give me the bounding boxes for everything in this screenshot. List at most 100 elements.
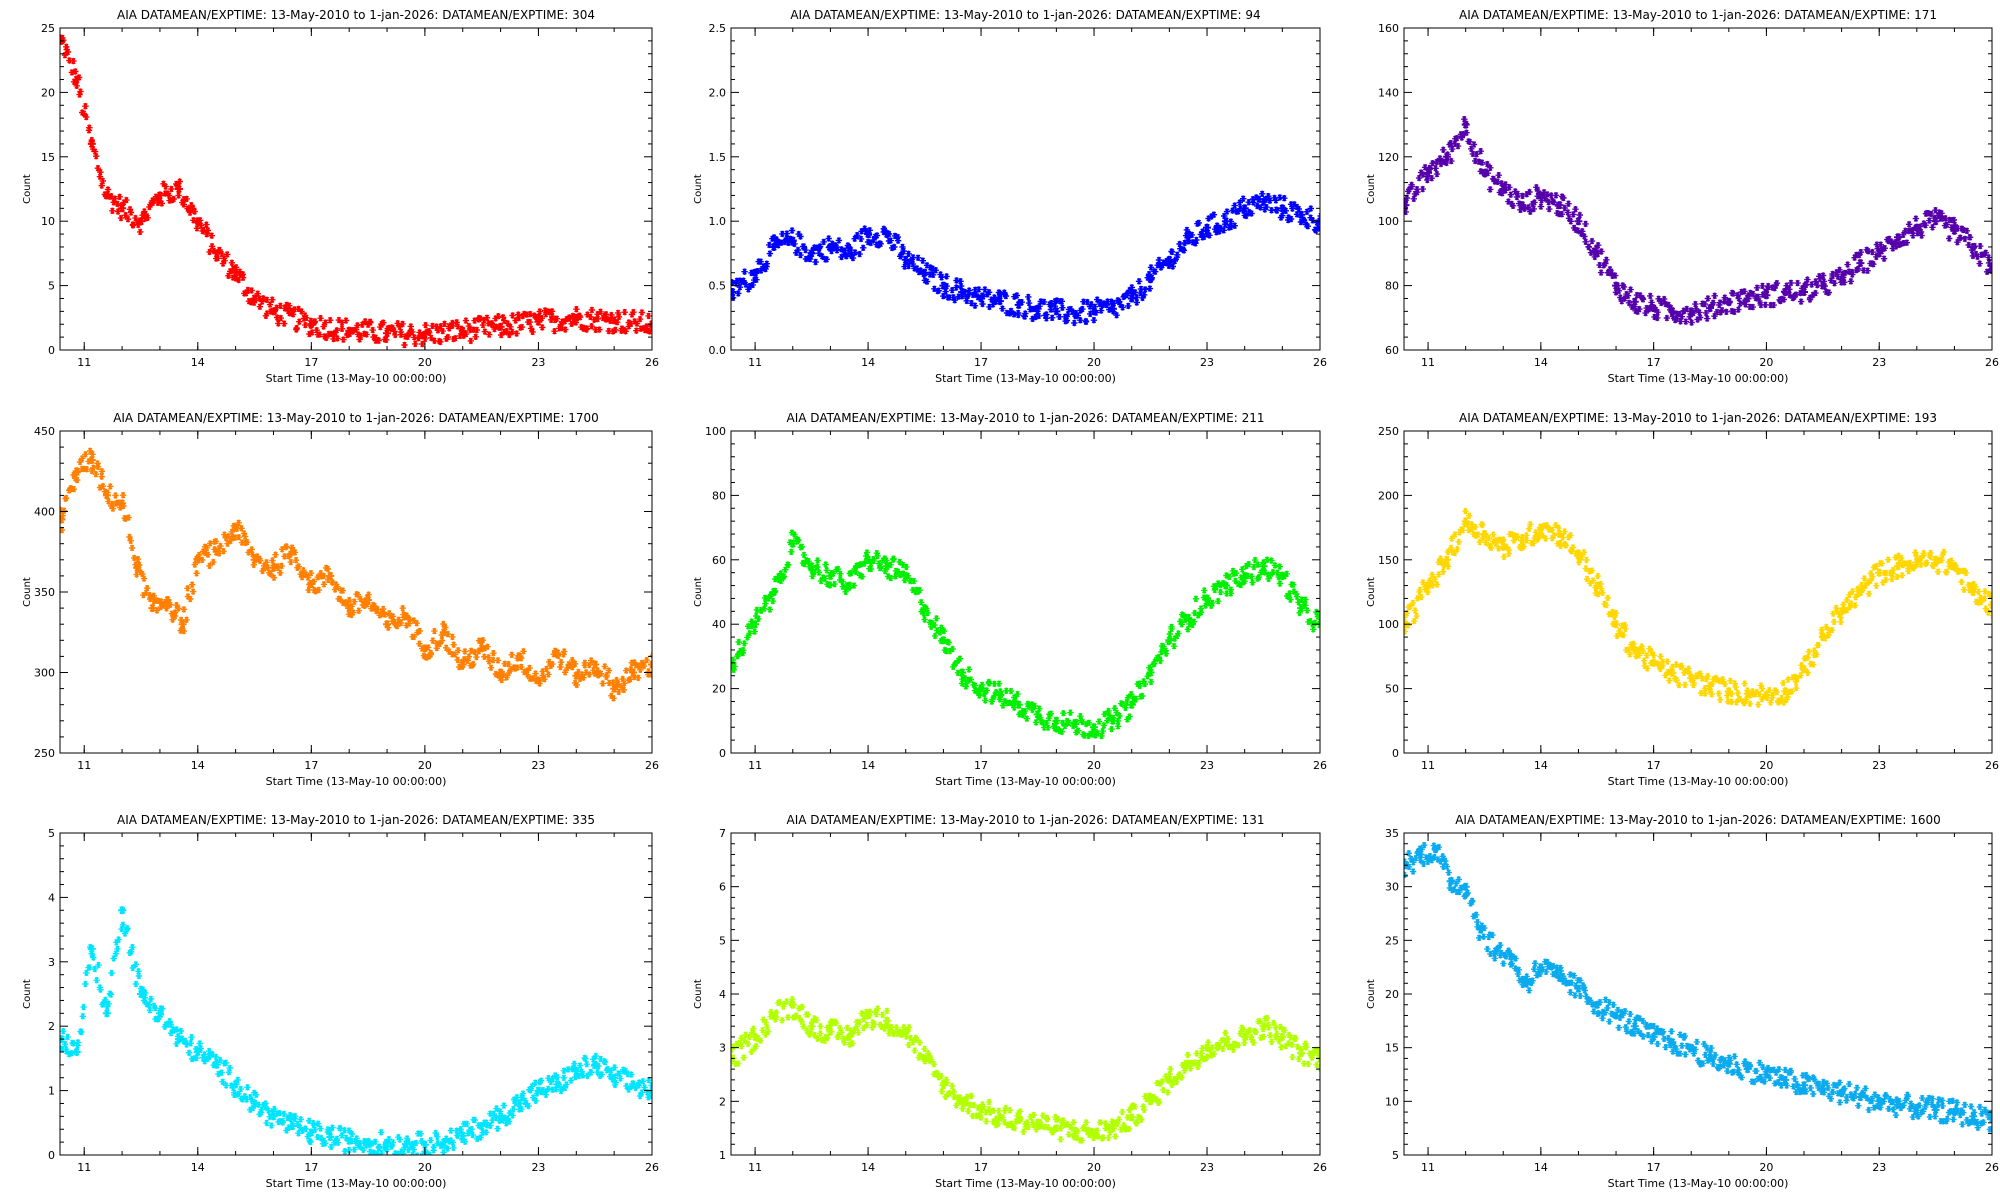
data-point (1240, 204, 1249, 213)
chart-title: AIA DATAMEAN/EXPTIME: 13-May-2010 to 1-j… (1459, 411, 1937, 425)
x-axis-label: Start Time (13-May-10 00:00:00) (935, 372, 1116, 385)
data-point (1221, 581, 1230, 590)
data-point (807, 249, 816, 258)
x-tick-label: 14 (1534, 759, 1548, 772)
scatter-points (731, 996, 1320, 1144)
data-point (939, 281, 948, 290)
data-point (534, 1086, 543, 1095)
data-point (1014, 1116, 1023, 1125)
data-point (178, 620, 187, 629)
y-axis-label: Count (693, 577, 704, 607)
plot-frame (1403, 430, 1993, 754)
data-point (1574, 217, 1583, 226)
y-tick-label: 2 (719, 1095, 726, 1108)
plot-frame (59, 832, 653, 1156)
x-tick-label: 23 (531, 356, 545, 369)
data-point (288, 1122, 297, 1131)
data-point (1416, 850, 1425, 859)
y-tick-label: 0.0 (709, 344, 727, 357)
data-point (1052, 1124, 1061, 1133)
y-tick-label: 40 (712, 618, 726, 631)
data-point (995, 1113, 1004, 1122)
data-series (1404, 508, 1992, 708)
x-tick-label: 20 (418, 1161, 432, 1174)
data-point (1033, 1118, 1042, 1127)
chart-title: AIA DATAMEAN/EXPTIME: 13-May-2010 to 1-j… (790, 8, 1260, 22)
x-tick-label: 26 (1985, 356, 1999, 369)
data-point (1818, 633, 1827, 642)
data-point (572, 313, 581, 322)
data-point (882, 562, 891, 571)
data-point (769, 242, 778, 251)
y-axis-label: Count (1366, 174, 1377, 204)
chart-panel: AIA DATAMEAN/EXPTIME: 13-May-2010 to 1-j… (1366, 411, 1999, 788)
y-tick-label: 300 (34, 667, 55, 680)
data-point (553, 649, 562, 658)
chart-panel: AIA DATAMEAN/EXPTIME: 13-May-2010 to 1-j… (693, 411, 1327, 788)
x-tick-label: 23 (1872, 1161, 1886, 1174)
chart-title: AIA DATAMEAN/EXPTIME: 13-May-2010 to 1-j… (1459, 8, 1937, 22)
data-point (1499, 542, 1508, 551)
x-tick-label: 17 (304, 356, 318, 369)
x-axis-label: Start Time (13-May-10 00:00:00) (935, 775, 1116, 788)
data-point (439, 628, 448, 637)
data-point (882, 230, 891, 239)
y-axis-label: Count (1366, 979, 1377, 1009)
data-point (1461, 120, 1470, 129)
data-point (1052, 716, 1061, 725)
data-point (1090, 723, 1098, 732)
data-point (1297, 210, 1306, 219)
data-point (939, 636, 948, 645)
data-point (72, 1047, 81, 1056)
data-point (1278, 571, 1287, 580)
data-point (1259, 562, 1268, 571)
data-point (1071, 1126, 1080, 1135)
data-point (1781, 687, 1790, 696)
data-point (193, 217, 202, 226)
chart-title: AIA DATAMEAN/EXPTIME: 13-May-2010 to 1-j… (117, 813, 595, 827)
x-axis-label: Start Time (13-May-10 00:00:00) (266, 775, 447, 788)
data-point (250, 294, 259, 303)
data-point (231, 523, 240, 532)
data-point (1446, 877, 1455, 886)
y-tick-label: 400 (34, 506, 55, 519)
data-point (553, 1080, 562, 1089)
data-point (133, 563, 142, 572)
x-tick-label: 11 (748, 759, 762, 772)
chart-title: AIA DATAMEAN/EXPTIME: 13-May-2010 to 1-j… (1455, 813, 1941, 827)
data-point (269, 1112, 278, 1121)
data-point (591, 660, 600, 669)
data-point (1781, 288, 1790, 297)
data-point (1800, 288, 1808, 297)
data-point (1108, 1124, 1117, 1133)
y-tick-label: 2.5 (709, 22, 727, 35)
data-series (60, 447, 652, 702)
x-tick-label: 14 (191, 759, 205, 772)
x-tick-label: 14 (1534, 1161, 1548, 1174)
x-tick-label: 11 (1421, 759, 1435, 772)
data-point (1818, 281, 1827, 290)
data-point (458, 326, 467, 335)
scatter-points (1404, 116, 1992, 326)
y-tick-label: 5 (48, 280, 55, 293)
y-tick-label: 150 (1378, 554, 1399, 567)
chart-title: AIA DATAMEAN/EXPTIME: 13-May-2010 to 1-j… (787, 411, 1265, 425)
data-point (1240, 1032, 1249, 1041)
data-point (1499, 185, 1508, 193)
chart-title: AIA DATAMEAN/EXPTIME: 13-May-2010 to 1-j… (787, 813, 1265, 827)
data-point (1071, 720, 1080, 729)
x-tick-label: 26 (1313, 1161, 1327, 1174)
x-tick-label: 26 (645, 759, 659, 772)
data-point (1649, 658, 1658, 667)
data-point (807, 562, 816, 571)
data-point (788, 236, 797, 245)
data-point (1630, 645, 1639, 654)
x-tick-label: 17 (1647, 759, 1661, 772)
y-tick-label: 3 (719, 1042, 726, 1055)
data-point (102, 491, 111, 500)
y-tick-label: 60 (1385, 344, 1399, 357)
data-point (1630, 1022, 1639, 1031)
y-tick-label: 5 (1392, 1149, 1399, 1162)
chart-panel: AIA DATAMEAN/EXPTIME: 13-May-2010 to 1-j… (693, 8, 1327, 385)
data-point (1165, 636, 1174, 645)
